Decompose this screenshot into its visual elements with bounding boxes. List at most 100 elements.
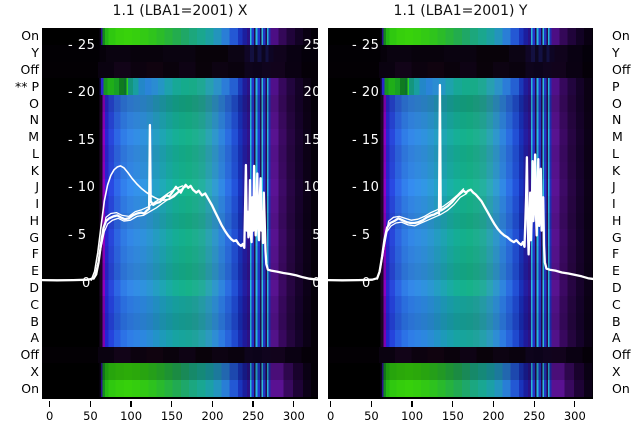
row-label-left-21: On	[21, 380, 39, 396]
heatmap-row-f-13	[42, 246, 318, 264]
heatmap-row-m-6	[328, 128, 593, 147]
heatmap-row-b-17	[328, 313, 593, 331]
x-tick-mark-1-100	[411, 401, 413, 407]
x-tick-label-1-300: 300	[563, 409, 586, 423]
heatmap-row-p-3	[328, 78, 593, 96]
row-label-left-10: I	[35, 196, 39, 212]
row-label-right-8: K	[612, 162, 621, 178]
x-tick-mark-1-200	[492, 401, 495, 407]
row-label-right-16: C	[612, 296, 621, 312]
x-tick-mark-1-250	[533, 401, 535, 407]
y-value-label-left-10: - 10	[352, 180, 380, 196]
row-label-right-18: A	[612, 330, 621, 346]
heatmap-panel-y: - 25 - 20 - 15 - 10 - 5 0	[328, 28, 593, 397]
heatmap-row-e-14	[42, 262, 318, 281]
row-label-right-11: H	[612, 212, 622, 228]
row-label-left-12: G	[29, 229, 39, 245]
heatmap-row-f-13	[328, 246, 593, 264]
row-label-left-3: ** P	[14, 78, 39, 94]
row-label-left-7: L	[32, 145, 39, 161]
y-value-label-left-10: - 10	[68, 180, 96, 196]
x-tick-mark-1-50	[370, 401, 373, 407]
y-value-label-left-15: - 15	[352, 132, 380, 148]
y-value-label-right-10: 10	[303, 180, 318, 196]
x-tick-mark-0-150	[171, 401, 173, 407]
x-tick-mark-0-100	[130, 401, 132, 407]
row-label-left-1: Y	[31, 45, 39, 61]
heatmap-row-x-20	[328, 363, 593, 381]
x-tick-label-1-100: 100	[401, 409, 424, 423]
heatmap-panel-x: - 25 25 - 20 20 - 15 15 - 10 10 - 5 5 0 0	[42, 28, 318, 397]
row-label-right-2: Off	[612, 61, 631, 77]
row-label-right-15: D	[612, 280, 622, 295]
heatmap-row-b-17	[42, 313, 318, 331]
heatmap-row-n-5	[328, 111, 593, 130]
row-label-right-7: L	[612, 145, 619, 161]
row-label-left-0: On	[21, 28, 39, 44]
x-tick-label-1-250: 250	[523, 409, 546, 423]
scan-curve-main	[328, 83, 593, 282]
row-label-right-12: G	[612, 229, 622, 245]
row-label-right-4: O	[612, 95, 622, 111]
row-label-right-0: On	[612, 28, 630, 44]
row-label-right-6: M	[612, 129, 623, 144]
x-tick-label-1-0: 0	[327, 409, 335, 423]
x-tick-label-0-300: 300	[282, 409, 305, 423]
row-label-left-15: D	[29, 280, 39, 295]
y-value-label-left-25: - 25	[68, 37, 96, 53]
y-value-label-right-5: 5	[312, 227, 318, 243]
heatmap-row-d-15	[42, 279, 318, 298]
row-label-left-19: Off	[20, 347, 39, 363]
y-value-label-right-20: 20	[303, 85, 318, 101]
x-tick-mark-1-300	[574, 401, 576, 407]
row-label-column-right: On Y Off P O N M L K J I H G F E D C B A Off X On	[610, 0, 640, 440]
row-label-column-left: On Y Off ** P O N M L K J I H G F E D C B A Off X On	[0, 0, 41, 440]
x-tick-label-1-50: 50	[364, 409, 379, 423]
heatmap-row-p-3	[42, 78, 318, 96]
x-tick-mark-0-300	[293, 401, 295, 407]
panel-title-y: 1.1 (LBA1=2001) Y	[393, 3, 528, 19]
row-label-left-6: M	[28, 129, 39, 144]
row-label-left-5: N	[29, 112, 39, 128]
x-tick-mark-1-0	[330, 401, 332, 407]
row-label-left-11: H	[29, 212, 39, 228]
heatmap-row-on-0	[328, 28, 593, 46]
y-value-label-left-5: - 5	[68, 227, 87, 243]
row-label-left-2: Off	[20, 61, 39, 77]
x-tick-label-0-250: 250	[242, 409, 265, 423]
row-label-left-16: C	[30, 296, 39, 312]
heatmap-row-y-1	[42, 44, 318, 63]
row-label-left-18: A	[30, 330, 39, 346]
heatmap-row-c-16	[42, 296, 318, 314]
x-tick-label-1-150: 150	[441, 409, 464, 423]
heatmap-row-m-6	[42, 128, 318, 147]
heatmap-row-l-7	[42, 145, 318, 163]
row-label-left-17: B	[30, 313, 39, 329]
row-label-right-9: J	[612, 179, 616, 195]
heatmap-row-off-19	[42, 346, 318, 365]
x-axis-line-0	[42, 397, 318, 399]
x-tick-mark-0-250	[252, 401, 254, 407]
y-value-label-left-25: - 25	[352, 37, 380, 53]
x-tick-label-0-100: 100	[120, 409, 143, 423]
row-label-left-13: F	[31, 246, 39, 262]
y-value-label-left-5: - 5	[352, 227, 371, 243]
row-label-right-19: Off	[612, 347, 631, 363]
heatmap-row-c-16	[328, 296, 593, 314]
y-value-label-left-20: - 20	[68, 85, 96, 101]
row-label-left-4: O	[29, 95, 39, 111]
x-axis-line-1	[328, 397, 593, 399]
heatmap-row-off-2	[42, 61, 318, 80]
row-label-right-13: F	[612, 246, 620, 262]
row-label-right-10: I	[612, 196, 616, 212]
heatmap-row-n-5	[42, 111, 318, 130]
row-label-left-14: E	[31, 263, 39, 279]
row-label-right-21: On	[612, 380, 630, 396]
heatmap-row-on-0	[42, 28, 318, 46]
row-label-right-14: E	[612, 263, 620, 279]
x-tick-label-1-200: 200	[482, 409, 505, 423]
heatmap-row-o-4	[42, 95, 318, 113]
heatmap-row-y-1	[328, 44, 593, 63]
heatmap-row-x-20	[42, 363, 318, 381]
